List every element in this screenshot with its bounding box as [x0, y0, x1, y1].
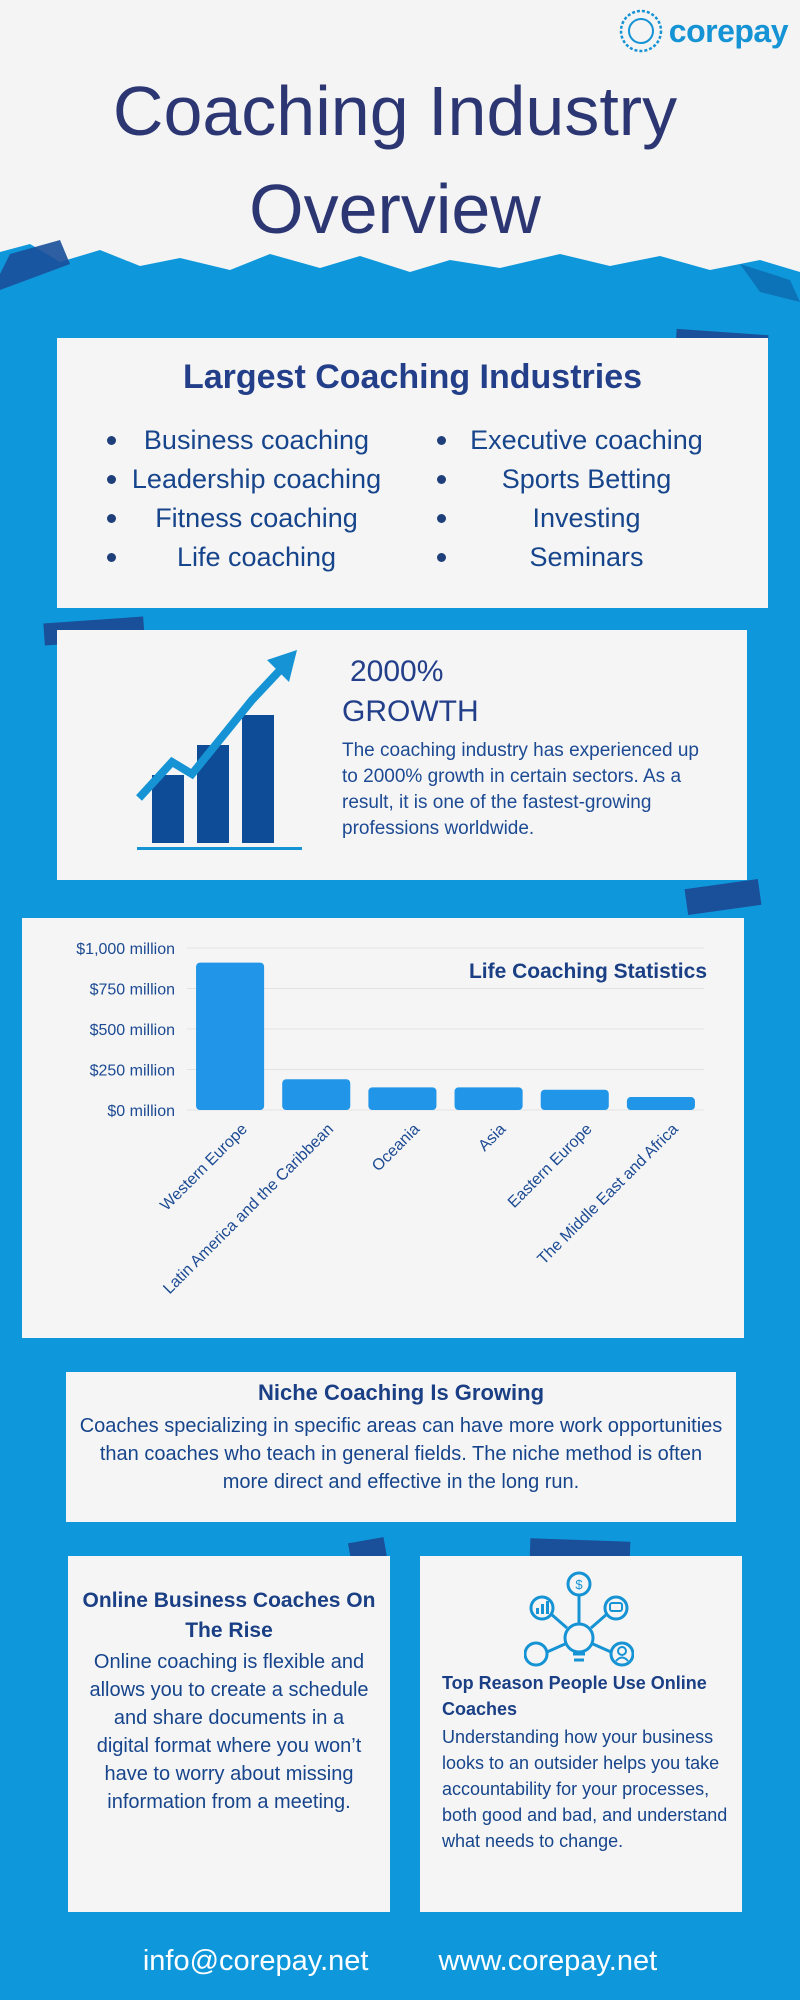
top-reason-description: Understanding how your business looks to…	[442, 1727, 728, 1851]
x-tick-label: Latin America and the Caribbean	[160, 1121, 337, 1298]
list-item: Fitness coaching	[107, 499, 397, 538]
page-title-line1: Coaching Industry	[112, 72, 678, 150]
life-coaching-bar-chart: $0 million $250 million $500 million $750 m…	[76, 941, 707, 1298]
list-item: Business coaching	[107, 421, 397, 460]
industries-card: Largest Coaching Industries Business coa…	[57, 338, 768, 608]
chart-card: $0 million $250 million $500 million $750 m…	[22, 918, 744, 1338]
svg-text:$: $	[575, 1577, 583, 1592]
growth-bar-chart-icon	[136, 650, 302, 850]
bullet-icon	[437, 514, 446, 523]
list-item-label: Executive coaching	[470, 425, 703, 455]
corepay-logo[interactable]: corepay	[617, 6, 789, 56]
x-tick-label: Oceania	[369, 1121, 423, 1175]
top-reason-card: $ Top Reason People Use Online Coaches U…	[420, 1556, 742, 1912]
growth-card: 2000% GROWTH The coaching industry has e…	[57, 630, 747, 880]
brand-name: corepay	[668, 12, 789, 49]
y-tick-label: $750 million	[90, 982, 175, 999]
list-item: Sports Betting	[437, 460, 727, 499]
top-reason-title: Top Reason People Use Online Coaches	[442, 1673, 707, 1719]
list-item-label: Sports Betting	[501, 464, 672, 494]
online-coaches-title: Online Business Coaches On The Rise	[82, 1589, 376, 1642]
bullet-icon	[107, 436, 116, 445]
page-title: Coaching Industry Overview	[0, 62, 790, 258]
bullet-icon	[107, 475, 116, 484]
online-coaches-card: Online Business Coaches On The Rise Onli…	[68, 1556, 390, 1912]
list-item: Life coaching	[107, 538, 397, 577]
corepay-logo-icon	[619, 9, 663, 53]
y-tick-label: $1,000 million	[76, 941, 175, 958]
list-item-label: Business coaching	[143, 425, 370, 455]
list-item-label: Investing	[532, 503, 641, 533]
chart-bar	[368, 1087, 437, 1110]
y-tick-label: $250 million	[90, 1063, 175, 1080]
chart-bar	[540, 1089, 609, 1110]
x-tick-label: Western Europe	[157, 1121, 251, 1215]
list-item-label: Leadership coaching	[131, 464, 382, 494]
growth-headline: 2000% GROWTH	[342, 652, 479, 732]
footer: info@corepay.net www.corepay.net	[0, 1945, 800, 1995]
footer-email-link[interactable]: info@corepay.net	[142, 1945, 369, 1977]
online-coaches-description: Online coaching is flexible and allows y…	[89, 1651, 369, 1813]
chart-title: Life Coaching Statistics	[469, 960, 707, 983]
list-item: Seminars	[437, 538, 727, 577]
chart-bar	[454, 1087, 523, 1110]
niche-card: Niche Coaching Is Growing Coaches specia…	[66, 1372, 736, 1522]
chart-bar	[282, 1079, 351, 1110]
chart-bar	[196, 962, 265, 1110]
niche-title: Niche Coaching Is Growing	[257, 1380, 545, 1405]
list-item-label: Seminars	[529, 542, 644, 572]
lightbulb-ideas-icon: $	[524, 1571, 634, 1667]
x-tick-label: Eastern Europe	[505, 1121, 596, 1212]
page-title-line2: Overview	[249, 170, 541, 248]
growth-percent: 2000%	[350, 655, 444, 688]
chart-bar	[626, 1097, 695, 1110]
bullet-icon	[107, 514, 116, 523]
bullet-icon	[107, 553, 116, 562]
bullet-icon	[437, 475, 446, 484]
list-item-label: Life coaching	[176, 542, 337, 572]
list-item: Investing	[437, 499, 727, 538]
list-item-label: Fitness coaching	[155, 503, 358, 533]
industries-list: Business coaching Executive coaching Lea…	[107, 421, 727, 577]
torn-accent	[684, 878, 762, 916]
niche-description: Coaches specializing in specific areas c…	[79, 1415, 723, 1493]
bullet-icon	[437, 553, 446, 562]
growth-label: GROWTH	[342, 695, 479, 728]
list-item: Leadership coaching	[107, 460, 397, 499]
y-tick-label: $0 million	[107, 1103, 175, 1120]
y-tick-label: $500 million	[90, 1022, 175, 1039]
header-band	[0, 0, 800, 290]
torn-edge-divider	[0, 240, 800, 342]
footer-website-link[interactable]: www.corepay.net	[438, 1945, 658, 1977]
growth-description: The coaching industry has experienced up…	[342, 740, 700, 839]
x-tick-label: The Middle East and Africa	[535, 1121, 682, 1268]
bullet-icon	[437, 436, 446, 445]
list-item: Executive coaching	[437, 421, 727, 460]
industries-title: Largest Coaching Industries	[182, 358, 643, 396]
x-tick-label: Asia	[475, 1121, 509, 1155]
